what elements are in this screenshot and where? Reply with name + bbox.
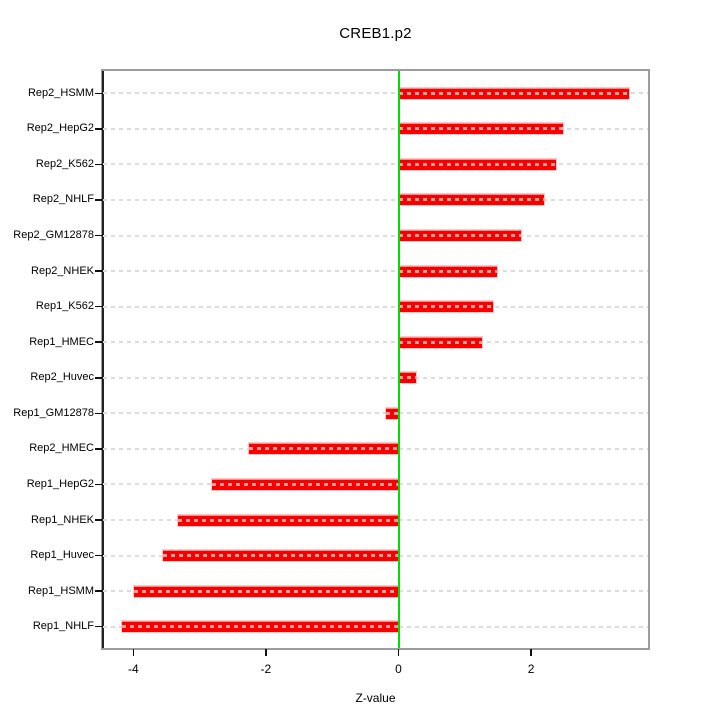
y-tick-label: Rep1_NHEK <box>31 513 94 526</box>
x-tick-mark <box>397 649 400 656</box>
x-tick-mark <box>530 649 532 656</box>
row-guide-line <box>103 92 648 95</box>
x-tick-label: 0 <box>395 662 402 676</box>
bar <box>249 443 399 455</box>
row-guide-line <box>103 234 648 237</box>
bar <box>398 194 544 206</box>
y-tick-label: Rep2_HMEC <box>29 442 94 455</box>
bar <box>398 301 493 313</box>
bar <box>398 230 522 242</box>
plot-area <box>101 69 650 650</box>
y-tick-label: Rep2_HepG2 <box>26 122 94 135</box>
row-guide-line <box>103 412 648 415</box>
y-axis-line <box>102 71 104 648</box>
y-tick-mark <box>95 377 103 379</box>
bar <box>398 372 417 384</box>
bar <box>163 550 399 562</box>
y-tick-mark <box>95 92 103 95</box>
bar <box>385 407 399 419</box>
y-tick-label: Rep1_GM12878 <box>13 406 94 419</box>
bar <box>398 158 556 170</box>
row-guide-line <box>103 127 648 130</box>
y-tick-label: Rep1_HMEC <box>29 335 94 348</box>
y-tick-label: Rep2_Huvec <box>30 371 94 384</box>
chart-title: CREB1.p2 <box>339 25 412 42</box>
x-tick-label: -2 <box>260 662 272 676</box>
y-tick-mark <box>95 199 103 201</box>
row-guide-line <box>103 163 648 166</box>
y-tick-label: Rep2_HSMM <box>27 86 94 99</box>
row-guide-line <box>103 198 648 201</box>
x-tick-label: -4 <box>127 662 139 676</box>
y-tick-mark <box>95 483 103 486</box>
y-tick-label: Rep1_NHLF <box>32 620 94 633</box>
bar <box>398 87 629 99</box>
y-tick-label: Rep1_K562 <box>35 300 94 313</box>
y-tick-mark <box>95 625 103 628</box>
y-tick-mark <box>95 234 103 237</box>
bar <box>398 336 483 348</box>
y-tick-mark <box>95 305 103 308</box>
y-tick-mark <box>95 128 103 130</box>
y-tick-mark <box>95 554 103 557</box>
y-tick-mark <box>95 448 103 450</box>
y-tick-label: Rep1_Huvec <box>30 549 94 562</box>
plot-box-border <box>101 69 650 650</box>
row-guide-line <box>103 270 648 273</box>
bar <box>398 123 564 135</box>
y-tick-label: Rep1_HepG2 <box>26 477 94 490</box>
y-tick-label: Rep2_NHEK <box>31 264 94 277</box>
y-tick-mark <box>95 341 103 343</box>
bar <box>122 621 399 633</box>
bar <box>212 478 399 490</box>
row-guide-line <box>103 305 648 308</box>
y-tick-label: Rep2_K562 <box>35 157 94 170</box>
y-tick-mark <box>95 163 103 166</box>
bar <box>178 514 399 526</box>
row-guide-line <box>103 376 648 379</box>
y-tick-mark <box>95 270 103 272</box>
x-tick-label: 2 <box>527 662 535 676</box>
x-tick-mark <box>132 649 135 656</box>
x-axis-label: Z-value <box>355 691 396 705</box>
y-tick-label: Rep2_NHLF <box>32 193 94 206</box>
x-tick-mark <box>265 649 267 656</box>
bar <box>398 265 498 277</box>
bar <box>133 585 399 597</box>
y-tick-mark <box>95 590 103 592</box>
y-tick-label: Rep2_GM12878 <box>13 229 94 242</box>
y-tick-mark <box>95 412 103 415</box>
row-guide-line <box>103 341 648 344</box>
zero-reference-line <box>397 71 400 648</box>
y-tick-mark <box>95 519 103 521</box>
y-tick-label: Rep1_HSMM <box>27 584 94 597</box>
